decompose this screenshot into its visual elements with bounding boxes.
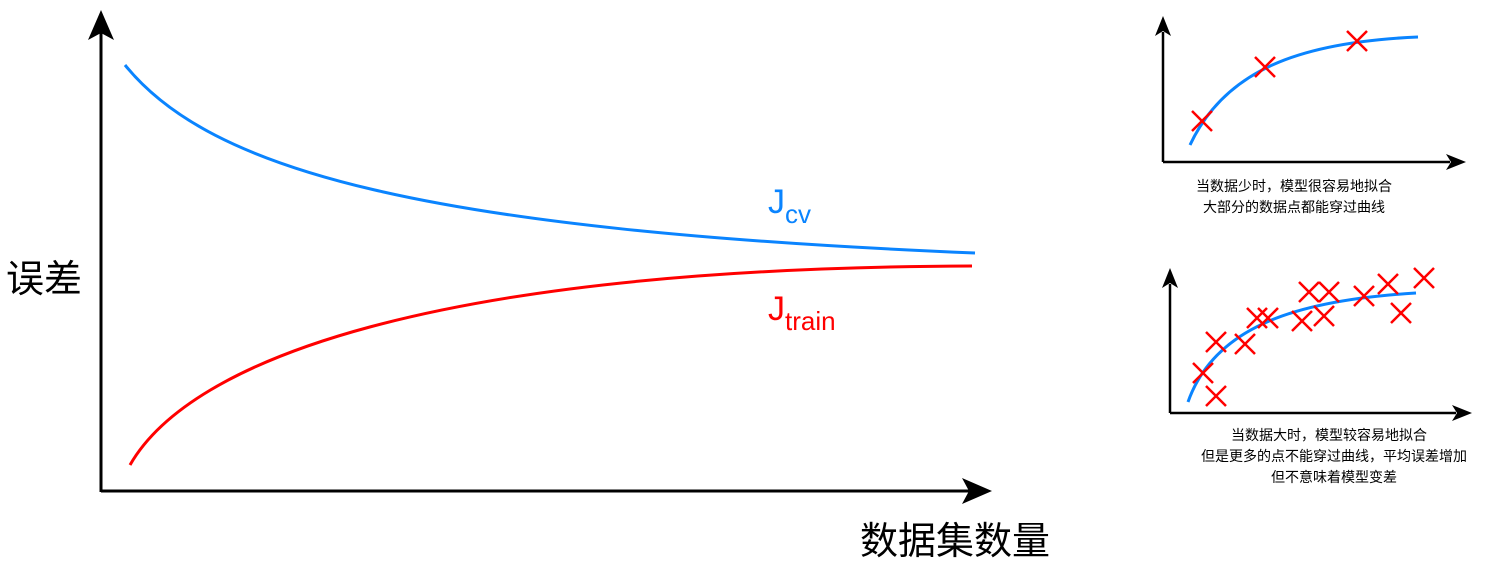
data-point-cross-icon <box>1234 333 1256 355</box>
data-point-cross-icon <box>1205 331 1227 353</box>
caption-line: 但是更多的点不能穿过曲线，平均误差增加 <box>1201 448 1467 464</box>
data-point-cross-icon <box>1346 30 1368 52</box>
caption-line: 但不意味着模型变差 <box>1271 469 1397 485</box>
data-point-cross-icon <box>1257 307 1279 329</box>
cv-error-curve <box>123 64 976 255</box>
data-point-cross-icon <box>1353 285 1375 307</box>
caption-line: 当数据大时，模型较容易地拟合 <box>1231 427 1427 443</box>
data-point-cross-icon <box>1192 362 1214 384</box>
data-point-cross-icon <box>1205 385 1227 407</box>
data-point-cross-icon <box>1191 110 1213 132</box>
small-plot-2 <box>1162 267 1472 421</box>
y-axis-label: 误差 <box>6 259 83 301</box>
data-point-cross-icon <box>1377 273 1399 295</box>
cv-label-sub: cv <box>785 199 811 229</box>
data-point-cross-icon <box>1318 281 1340 303</box>
data-point-cross-icon <box>1254 56 1276 78</box>
cv-label-main: J <box>768 183 785 221</box>
fit-curve <box>1188 35 1419 146</box>
caption-line: 大部分的数据点都能穿过曲线 <box>1203 199 1385 215</box>
small-plot-2-caption: 当数据大时，模型较容易地拟合 但是更多的点不能穿过曲线，平均误差增加 但不意味着… <box>1175 425 1493 488</box>
caption-line: 当数据少时，模型很容易地拟合 <box>1196 178 1392 194</box>
train-label-sub: train <box>785 306 836 336</box>
data-point-cross-icon <box>1313 305 1335 327</box>
train-curve-label: Jtrain <box>768 290 836 336</box>
small-plot-1 <box>1155 16 1466 170</box>
data-point-cross-icon <box>1413 267 1435 289</box>
x-axis-label: 数据集数量 <box>860 521 1051 563</box>
data-point-cross-icon <box>1291 310 1313 332</box>
data-point-cross-icon <box>1390 302 1412 324</box>
cv-curve-label: Jcv <box>768 183 811 229</box>
data-point-cross-icon <box>1246 307 1268 329</box>
train-error-curve <box>128 264 973 466</box>
data-point-cross-icon <box>1298 281 1320 303</box>
small-plot-1-caption: 当数据少时，模型很容易地拟合 大部分的数据点都能穿过曲线 <box>1196 176 1392 218</box>
main-axes <box>88 10 992 504</box>
train-label-main: J <box>768 290 785 328</box>
